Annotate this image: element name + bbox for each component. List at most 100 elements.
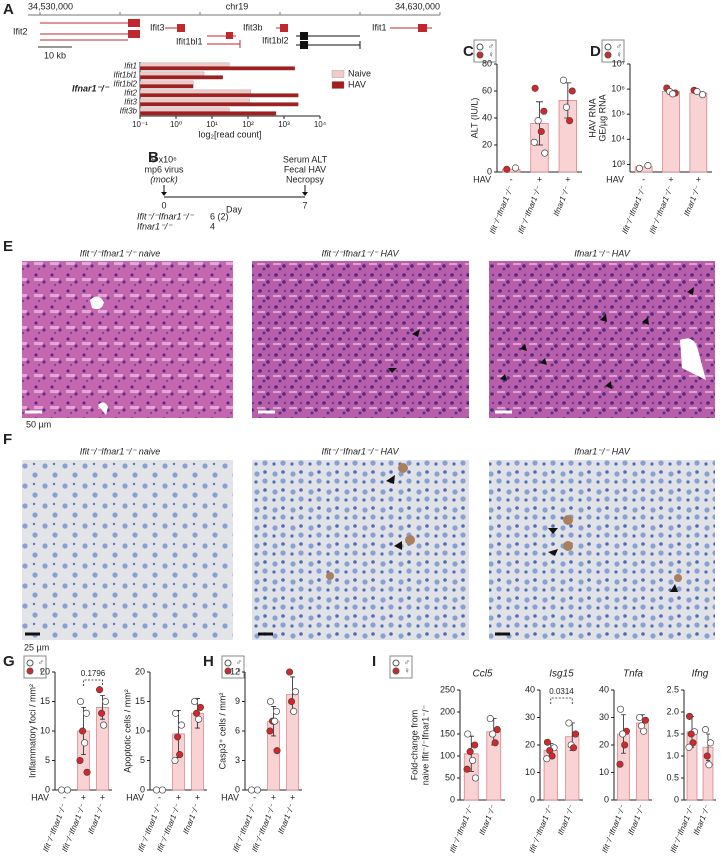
data-point: [617, 761, 623, 767]
row-value: +: [696, 174, 701, 184]
category-label: Ifnar1⁻/⁻: [478, 803, 498, 836]
data-point: [569, 88, 575, 94]
bar: [140, 85, 193, 89]
bar: [97, 707, 109, 790]
y-tick-label: 5: [45, 755, 50, 765]
y-tick-label: 1.0: [666, 750, 679, 760]
data-point: [532, 85, 538, 91]
category-label: Ifnar1⁻/⁻: [682, 184, 702, 217]
bar: [140, 72, 204, 76]
category-label: Ifit⁻/⁻Ifnar1⁻/⁻: [600, 803, 627, 854]
y-tick-label: 9: [235, 696, 240, 706]
scale-label: 50 µm: [26, 419, 51, 429]
row-value: -: [253, 792, 256, 802]
data-point: [645, 162, 651, 168]
image-title: Ifit⁻/⁻Ifnar1⁻/⁻ naive: [80, 446, 161, 456]
data-point: [464, 766, 470, 772]
data-point: [79, 728, 85, 734]
y-tick-label: 80: [482, 58, 492, 68]
data-point: [286, 669, 292, 675]
data-point: [77, 757, 83, 763]
data-point: [694, 88, 700, 94]
data-point: [512, 165, 518, 171]
y-tick-label: 20: [135, 666, 145, 676]
group-name: Ifit⁻/⁻Ifnar1⁻/⁻: [137, 211, 195, 221]
data-point: [273, 708, 279, 714]
y-axis-label: GE/µg RNA: [597, 94, 607, 141]
data-point: [669, 91, 675, 97]
legend-label: Naive: [348, 68, 371, 78]
x-tick-label: 10⁰: [170, 120, 182, 129]
group-name: Ifnar1⁻/⁻: [137, 221, 173, 231]
he-image: [22, 261, 233, 418]
bar: [140, 81, 193, 85]
y-axis-label: naive Ifit⁻/⁻Ifnar1⁻/⁻: [420, 704, 430, 785]
data-point: [686, 744, 692, 750]
data-point: [102, 698, 108, 704]
data-point: [538, 128, 544, 134]
timeline-text: Fecal HAV: [284, 164, 326, 174]
gene-label: Ifit3b: [243, 22, 263, 32]
y-tick-label: 20: [599, 739, 609, 749]
data-point: [195, 716, 201, 722]
data-point: [686, 713, 692, 719]
x-tick-label: 10⁻¹: [132, 120, 148, 129]
data-point: [178, 722, 184, 728]
scale-label: 10 kb: [44, 50, 66, 60]
bar: [140, 99, 249, 103]
y-tick-label: 6: [235, 725, 240, 735]
category-label: Ifit1bl1: [113, 71, 137, 80]
bar: [140, 94, 298, 98]
y-tick-label: 0: [674, 794, 679, 804]
row-value: -: [510, 174, 513, 184]
coordinate: 34,630,000: [395, 1, 440, 11]
category-label: Ifit⁻/⁻Ifnar1⁻/⁻: [488, 184, 515, 235]
row-label: HAV: [221, 792, 239, 802]
data-point: [81, 740, 87, 746]
data-point: [191, 698, 197, 704]
panel-label: H: [203, 653, 214, 670]
image-title: Ifit⁻/⁻Ifnar1⁻/⁻ HAV: [321, 248, 399, 258]
y-tick-label: 20: [40, 666, 50, 676]
data-point: [707, 740, 713, 746]
ihc-image: [252, 460, 469, 640]
ihc-image: [489, 460, 715, 640]
image-title: Ifnar1⁻/⁻ HAV: [574, 248, 631, 258]
bar: [140, 103, 298, 107]
y-axis-label: Apoptotic cells / mm²: [122, 689, 132, 773]
data-point: [489, 731, 495, 737]
data-point: [174, 734, 180, 740]
data-point: [702, 726, 708, 732]
y-tick-label: 150: [440, 728, 455, 738]
data-point: [172, 710, 178, 716]
y-axis-label: Fold-change from: [409, 710, 419, 781]
timeline-text: 7: [302, 200, 307, 210]
category-label: Ifit2: [124, 89, 137, 98]
y-tick-label: 10: [599, 767, 609, 777]
row-value: -: [63, 792, 66, 802]
category-label: Ifnar1⁻/⁻: [552, 184, 572, 217]
row-value: +: [271, 792, 276, 802]
timeline-text: Serum ALT: [283, 154, 328, 164]
data-point: [98, 710, 104, 716]
y-tick-label: 10⁶: [611, 83, 625, 93]
y-tick-label: 12: [230, 666, 240, 676]
data-point: [172, 757, 178, 763]
row-value: +: [565, 174, 570, 184]
y-axis-label: HAV RNA: [587, 98, 597, 137]
bar: [140, 67, 295, 71]
chart-title: Isg15: [549, 669, 574, 680]
y-tick-label: 15: [40, 696, 50, 706]
data-point: [271, 718, 277, 724]
y-tick-label: 0: [530, 794, 535, 804]
row-value: +: [537, 174, 542, 184]
timeline-text: 0: [161, 200, 166, 210]
he-image: [252, 261, 469, 418]
row-value: -: [642, 174, 645, 184]
data-point: [636, 165, 642, 171]
y-tick-label: 40: [482, 112, 492, 122]
timeline-text: Necropsy: [286, 174, 325, 184]
data-point: [465, 731, 471, 737]
y-tick-label: 20: [482, 139, 492, 149]
gene-label: Ifit1: [372, 22, 387, 32]
